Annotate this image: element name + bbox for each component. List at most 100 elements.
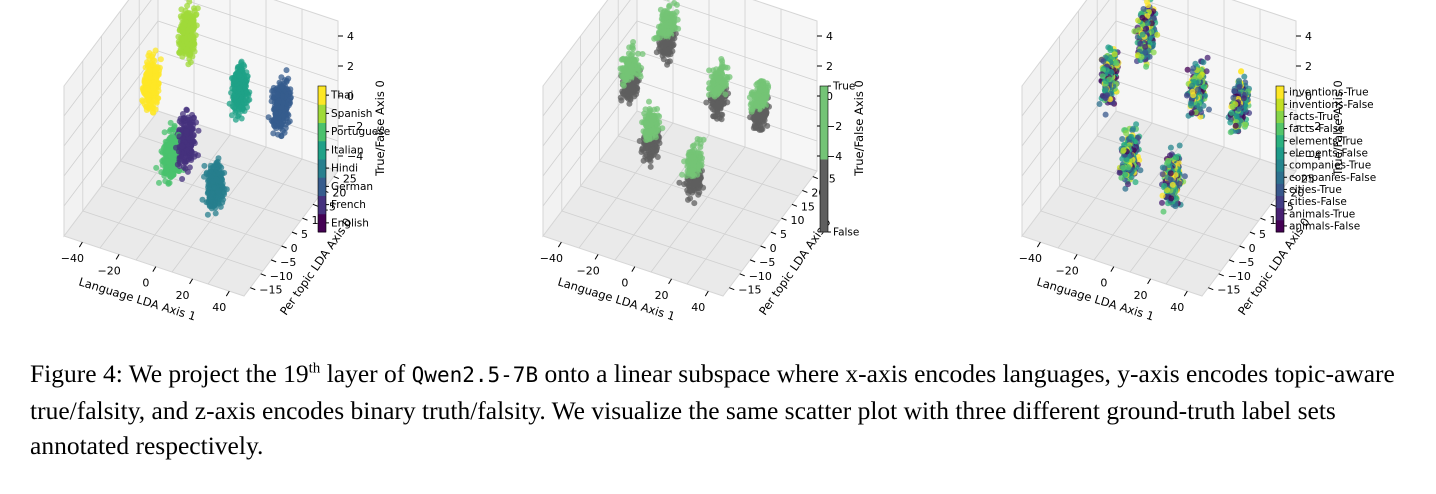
data-point: [157, 56, 164, 63]
data-point: [183, 46, 190, 53]
data-point: [1231, 88, 1238, 95]
colorbar-frame: [819, 85, 829, 233]
data-point: [622, 66, 629, 73]
scatter-panel-topics: −40 −20 0 20 40 Language LDA Axis 1 −15 −10 −5 0 5…: [958, 0, 1436, 345]
data-point: [1143, 25, 1149, 32]
data-point: [684, 163, 691, 170]
data-point: [167, 126, 174, 133]
data-point: [164, 158, 171, 165]
data-point: [1132, 179, 1139, 186]
data-point: [1102, 111, 1109, 118]
x-tick-label: 20: [176, 289, 190, 302]
data-point: [1200, 83, 1207, 90]
data-point: [168, 134, 175, 141]
data-point: [1203, 68, 1210, 75]
data-point: [1181, 173, 1188, 180]
data-point: [722, 91, 729, 98]
data-point: [660, 42, 666, 49]
data-point: [178, 15, 185, 22]
data-point: [205, 184, 212, 191]
data-point: [206, 203, 213, 210]
data-point: [765, 84, 772, 91]
data-point: [1196, 74, 1203, 80]
data-point: [1125, 181, 1131, 188]
data-point: [278, 83, 285, 90]
y-tick-label: −15: [259, 284, 282, 297]
data-point: [758, 126, 765, 133]
y-tick: [760, 245, 766, 249]
data-point: [150, 61, 157, 68]
data-point: [155, 87, 162, 94]
colorbar-segment: [318, 213, 326, 233]
data-point: [141, 79, 148, 86]
x-tick: [189, 278, 194, 285]
y-tick: [312, 203, 319, 207]
z-tick-label: −2: [826, 120, 842, 133]
data-point: [183, 107, 190, 114]
x-tick: [225, 290, 230, 297]
x-tick-label: 0: [621, 277, 628, 290]
gridlines: [542, 0, 818, 285]
data-point: [156, 179, 162, 186]
data-point: [718, 116, 725, 123]
colorbar-segment: [318, 177, 326, 196]
data-point: [1167, 144, 1174, 151]
data-point: [718, 94, 725, 101]
data-point: [1233, 113, 1240, 120]
colorbar-segment: [318, 195, 326, 215]
data-point: [186, 164, 193, 171]
data-point: [706, 91, 712, 98]
data-point: [161, 129, 168, 136]
colorbar-label: False: [833, 227, 859, 239]
data-point: [229, 85, 236, 92]
data-point: [706, 67, 713, 74]
data-point: [1139, 31, 1146, 38]
z-axis-label: True/False Axis 0: [852, 80, 866, 177]
data-point: [1098, 56, 1105, 63]
data-point: [622, 87, 628, 94]
data-point: [183, 11, 190, 18]
data-point: [638, 149, 645, 155]
y-tick-label: 0: [770, 242, 777, 255]
y-tick: [270, 259, 277, 263]
scatter-points: [139, 0, 294, 218]
data-point: [709, 79, 716, 85]
x-tick-label: 20: [655, 289, 669, 302]
data-point: [212, 210, 219, 217]
data-point: [712, 70, 719, 77]
data-point: [709, 106, 716, 113]
data-point: [642, 153, 649, 160]
data-point: [178, 154, 185, 161]
data-point: [1242, 121, 1249, 128]
data-point: [1232, 122, 1239, 129]
data-point: [160, 145, 167, 152]
data-point: [1188, 100, 1194, 107]
data-point: [1204, 54, 1211, 61]
data-point: [274, 91, 281, 98]
x-tick: [668, 278, 673, 285]
data-point: [1137, 167, 1144, 174]
y-tick-label: −10: [270, 270, 293, 283]
left-pane: [542, 0, 638, 238]
data-point: [622, 76, 629, 83]
y-tick-label: 5: [780, 228, 787, 241]
x-tick-label: 0: [142, 277, 149, 290]
x-tick-label: −40: [61, 252, 84, 265]
data-point: [617, 65, 624, 72]
data-point: [146, 55, 153, 62]
data-point: [140, 88, 147, 94]
data-point: [658, 16, 665, 22]
z-tick-label: 2: [826, 60, 833, 73]
data-point: [664, 61, 671, 68]
data-point: [656, 34, 663, 41]
data-point: [642, 106, 649, 113]
x-tick-label: 40: [212, 301, 226, 314]
grid-x: [135, 0, 231, 261]
data-point: [269, 93, 276, 100]
data-point: [184, 2, 191, 9]
y-tick-label: 0: [291, 242, 298, 255]
colorbar-segment: [318, 86, 326, 105]
